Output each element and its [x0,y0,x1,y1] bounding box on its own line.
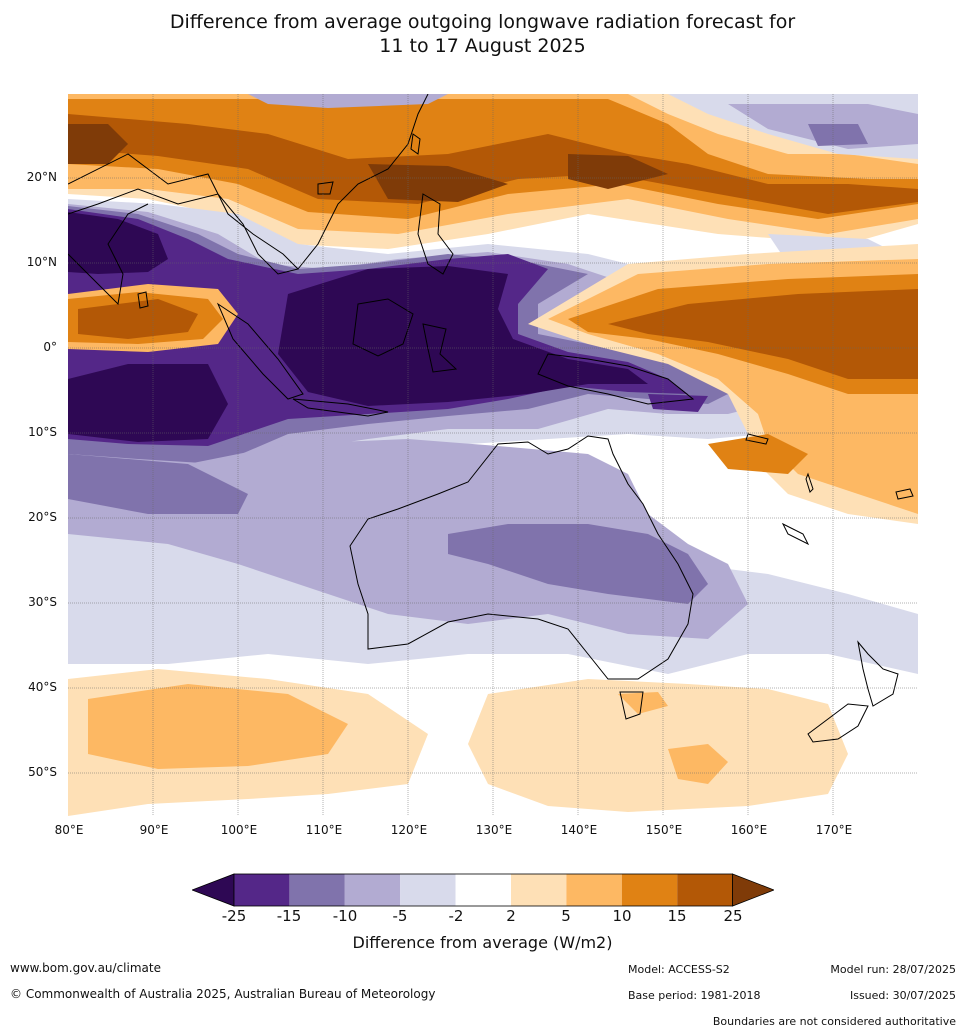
lat-label-10s: 10°S [28,425,57,439]
model-run-text: Model run: 28/07/2025 [830,963,956,976]
website-link[interactable]: www.bom.gov.au/climate [10,961,161,975]
positive-anomaly-pacific [528,244,918,524]
positive-anomaly-south [68,669,848,816]
lon-label-150e: 150°E [645,823,683,837]
lat-label-40s: 40°S [28,680,57,694]
lat-label-equator: 0° [43,340,57,354]
sulawesi-coast [422,323,458,373]
graticule [68,94,918,816]
colorbar-tick: 25 [723,907,743,925]
model-text: Model: ACCESS-S2 [628,963,730,976]
colorbar-bin [511,874,567,906]
colorbar-bin [289,874,345,906]
colorbar-bin [455,874,511,906]
colorbar-tick: 5 [561,907,571,925]
new-zealand-south-island [807,703,869,743]
base-period-text: Base period: 1981-2018 [628,989,761,1002]
colorbar-lower-extend [192,873,235,907]
colorbar-bin [677,874,733,906]
colorbar-frame [233,873,734,907]
colorbar-tick: -2 [448,907,464,925]
olr-anomaly-map [68,94,918,816]
lat-label-20s: 20°S [28,510,57,524]
solomon-islands [745,433,769,445]
china-coast [297,94,429,270]
new-caledonia [781,522,810,546]
vanuatu [805,472,814,493]
colorbar-tick: -10 [332,907,358,925]
title-line-1: Difference from average outgoing longwav… [169,11,796,33]
lon-label-100e: 100°E [220,823,258,837]
taiwan-coast [410,133,421,155]
new-zealand-north-island [857,640,899,707]
australia-coast [349,435,694,680]
lat-label-50s: 50°S [28,765,57,779]
colorbar-bin [566,874,622,906]
map-title: Difference from average outgoing longwav… [0,10,965,58]
coastlines [68,94,914,743]
colorbar-upper-extend [732,873,774,907]
philippines-coast [417,193,454,275]
issued-text: Issued: 30/07/2025 [849,989,956,1002]
lat-label-20n: 20°N [26,170,57,184]
java-coast [292,398,389,417]
colorbar-bin [344,874,401,906]
sri-lanka-coast [137,291,149,309]
positive-anomaly-north [68,94,918,249]
lon-label-90e: 90°E [139,823,169,837]
lon-label-160e: 160°E [730,823,768,837]
colorbar-bin [621,874,678,906]
new-guinea-coast [537,353,695,405]
lon-label-140e: 140°E [560,823,598,837]
colorbar-tick: -25 [221,907,247,925]
title-line-2: 11 to 17 August 2025 [379,35,586,57]
hainan-coast [317,181,334,195]
colorbar-bin [400,874,456,906]
lon-label-170e: 170°E [815,823,853,837]
copyright-text: © Commonwealth of Australia 2025, Austra… [10,987,436,1001]
india-coast [68,203,149,306]
colorbar-bin [234,874,290,906]
lat-label-30s: 30°S [28,595,57,609]
lon-label-130e: 130°E [475,823,513,837]
colorbar [192,873,774,907]
colorbar-tick: 2 [506,907,516,925]
lon-label-80e: 80°E [54,823,84,837]
lat-label-10n: 10°N [26,255,57,269]
negative-anomaly-tropics [68,199,848,499]
tasmania-coast [619,691,644,720]
mainland-asia-coast [68,153,299,275]
disclaimer-text: Boundaries are not considered authoritat… [712,1015,956,1028]
colorbar-tick: -15 [276,907,302,925]
negative-anomaly-northeast [248,94,918,269]
colorbar-tick: -5 [392,907,408,925]
colorbar-label: Difference from average (W/m2) [352,933,613,952]
lon-label-120e: 120°E [390,823,428,837]
fiji [895,488,914,500]
map-canvas [68,94,918,816]
borneo-coast [352,298,414,357]
colorbar-tick: 10 [612,907,632,925]
colorbar-tick: 15 [667,907,687,925]
lon-label-110e: 110°E [305,823,343,837]
